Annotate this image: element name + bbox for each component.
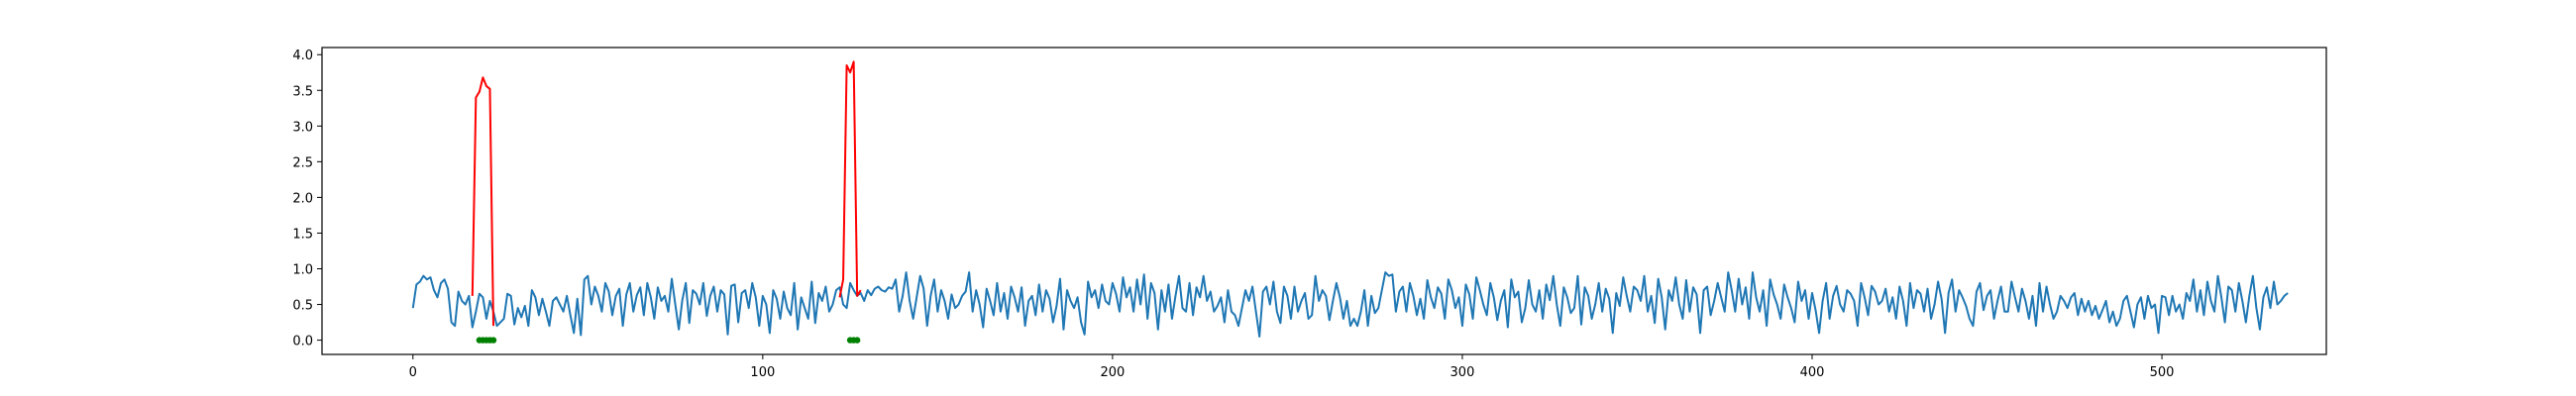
y-tick-label: 1.5 bbox=[292, 227, 313, 242]
series-layer bbox=[411, 60, 2289, 344]
anomaly-marker bbox=[489, 337, 497, 344]
tick-marks bbox=[317, 53, 2163, 359]
x-tick-label: 200 bbox=[1100, 365, 1125, 380]
y-tick-label: 2.0 bbox=[292, 191, 313, 206]
x-tick-label: 100 bbox=[750, 365, 775, 380]
x-tick-label: 0 bbox=[409, 365, 417, 380]
y-tick-label: 0.5 bbox=[292, 299, 313, 314]
y-tick-label: 3.5 bbox=[292, 84, 313, 99]
anomaly-segment-line bbox=[471, 76, 494, 327]
anomaly-segment-line bbox=[838, 60, 862, 298]
plot-frame bbox=[321, 47, 2327, 355]
main-series-line bbox=[411, 271, 2289, 338]
x-tick-label: 500 bbox=[2150, 365, 2175, 380]
x-tick-label: 300 bbox=[1450, 365, 1475, 380]
y-tick-label: 4.0 bbox=[292, 49, 313, 63]
tick-labels: 0 100 200 300 400 500 0.0 0.5 1.0 1.5 2.0 2.5 3.0 3.5… bbox=[292, 49, 2174, 380]
y-tick-label: 1.0 bbox=[292, 262, 313, 277]
y-tick-label: 3.0 bbox=[292, 120, 313, 135]
x-tick-label: 400 bbox=[1800, 365, 1825, 380]
y-tick-label: 2.5 bbox=[292, 155, 313, 170]
anomaly-marker bbox=[853, 337, 861, 344]
y-tick-label: 0.0 bbox=[292, 335, 313, 349]
